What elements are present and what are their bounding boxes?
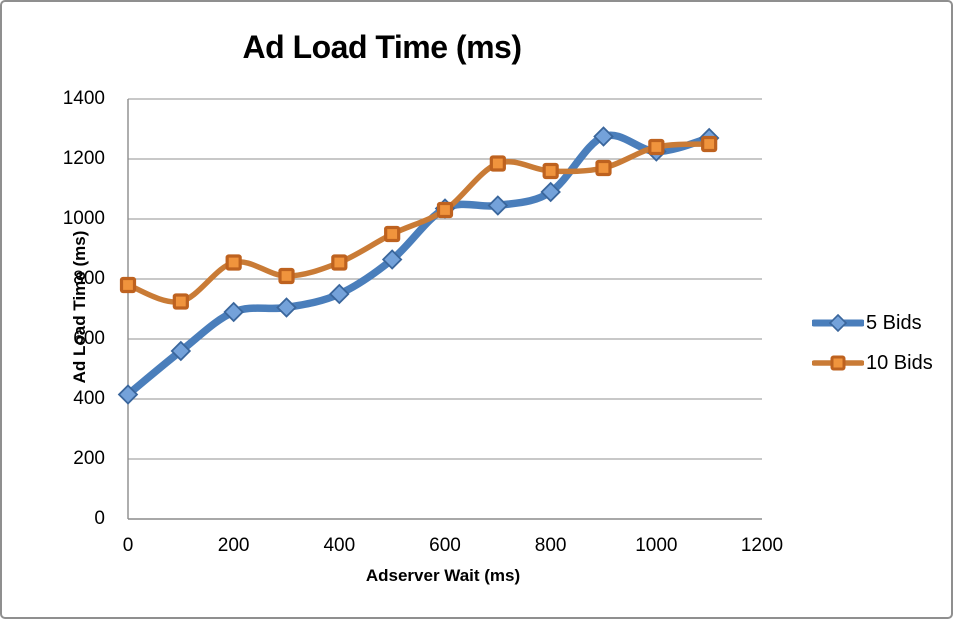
y-tick-label-1400: 1400 [62, 88, 105, 109]
x-tick-label-800: 800 [534, 535, 567, 556]
series-5-bids-marker [223, 301, 244, 323]
series-5-bids-line [124, 131, 713, 399]
y-tick-label-1000: 1000 [62, 208, 105, 229]
y-tick-label-200: 200 [73, 448, 105, 469]
x-tick-label-400: 400 [323, 535, 356, 556]
series-10-bids-marker [648, 138, 665, 156]
chart-title: Ad Load Time (ms) [242, 29, 522, 65]
y-tick-label-1200: 1200 [62, 148, 105, 169]
series-5-bids-marker [487, 195, 509, 216]
series-5-bids-marker [117, 384, 139, 405]
legend-label-5-bids: 5 Bids [866, 311, 922, 334]
legend: 5 Bids 10 Bids [812, 303, 933, 383]
series-5-bids-marker [593, 126, 614, 147]
series-5-bids-marker [329, 283, 350, 305]
x-tick-label-1000: 1000 [635, 535, 678, 556]
x-tick-label-600: 600 [429, 535, 461, 556]
series-10-bids-marker [595, 159, 612, 177]
series-10-bids-marker [172, 293, 189, 310]
series-10-bids [119, 135, 718, 310]
legend-sample-10-bids-icon [812, 355, 864, 371]
series-5-bids-marker [170, 340, 192, 362]
series-10-bids-marker [331, 254, 348, 271]
series-10-bids-marker [489, 155, 506, 172]
y-tick-label-600: 600 [73, 328, 105, 349]
series-10-bids-marker [225, 254, 242, 271]
x-axis-title: Adserver Wait (ms) [365, 566, 521, 585]
y-tick-label-800: 800 [73, 268, 105, 289]
legend-diamond-marker-icon [828, 313, 848, 333]
series-10-bids-marker [278, 267, 295, 285]
series-10-bids-marker [384, 225, 401, 243]
series-10-bids-line [125, 141, 712, 305]
series-10-bids-marker [119, 276, 137, 294]
series-10-bids-marker [542, 162, 559, 180]
y-axis-title: Ad Load Time (ms) [70, 230, 89, 384]
x-tick-label-1200: 1200 [740, 535, 784, 556]
series-10-bids-marker [701, 135, 718, 153]
series-5-bids-marker [381, 249, 403, 270]
legend-item-5-bids: 5 Bids [812, 303, 933, 343]
y-tick-label-0: 0 [94, 508, 105, 529]
series-10-bids-marker [436, 201, 454, 219]
series-5-bids-marker [276, 297, 297, 318]
y-tick-label-400: 400 [73, 388, 105, 409]
legend-sample-5-bids-icon [812, 313, 864, 333]
x-tick-label-200: 200 [217, 535, 250, 556]
series-5-bids-marker [540, 181, 561, 203]
legend-label-10-bids: 10 Bids [866, 351, 933, 374]
x-tick-label-0: 0 [122, 535, 134, 556]
legend-item-10-bids: 10 Bids [812, 343, 933, 383]
series-5-bids [117, 126, 720, 405]
legend-square-marker-icon [830, 355, 846, 371]
